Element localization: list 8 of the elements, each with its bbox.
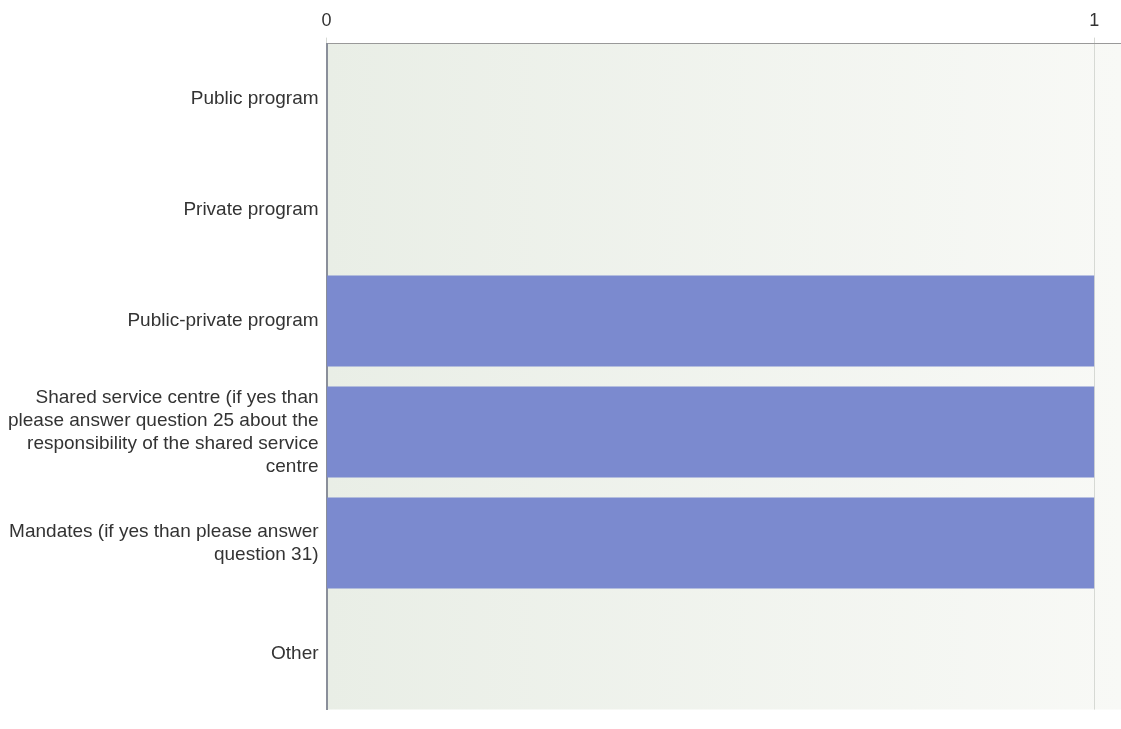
x-tick-label: 1	[1089, 9, 1100, 30]
y-tick-label: Private program	[183, 198, 319, 220]
y-tick-label: Mandates (if yes than please answer question 31)	[9, 519, 320, 564]
x-tick-label: 0	[321, 9, 332, 30]
y-tick-label: Other	[271, 642, 320, 664]
y-tick-label: Public program	[190, 87, 319, 109]
y-tick-label: Shared service centre (if yes than please answer question 25 about the responsibility of the shared service centre	[8, 386, 319, 476]
y-tick-label: Public-private program	[127, 309, 319, 331]
